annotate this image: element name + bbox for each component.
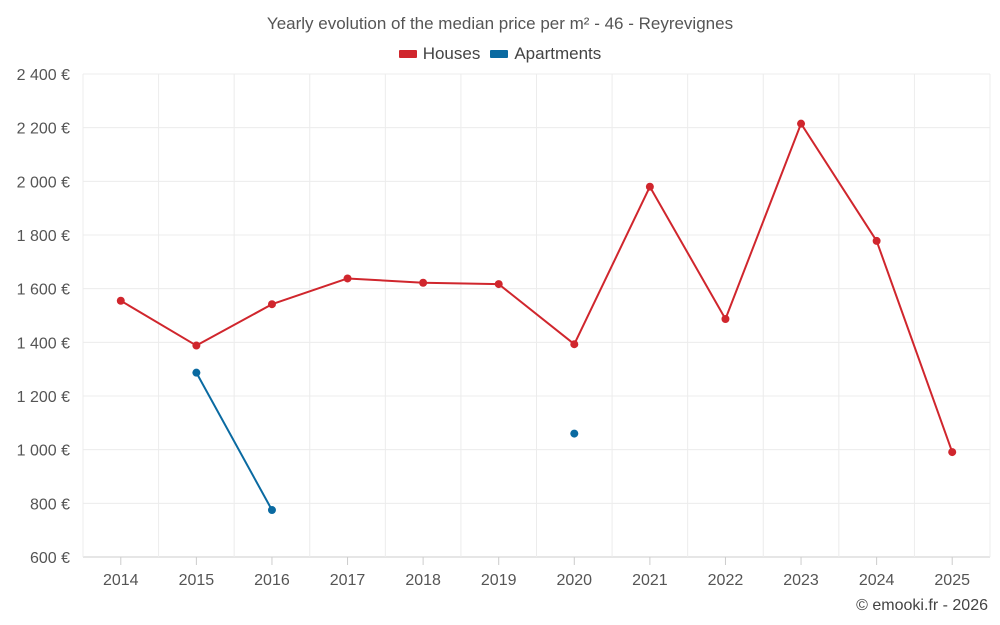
y-tick-label: 1 400 € bbox=[17, 335, 70, 352]
legend: Houses Apartments bbox=[0, 44, 1000, 64]
data-point-houses bbox=[192, 341, 201, 350]
data-point-houses bbox=[343, 274, 352, 283]
x-tick-label: 2017 bbox=[330, 572, 366, 589]
y-tick-label: 2 400 € bbox=[17, 67, 70, 84]
x-tick-label: 2022 bbox=[708, 572, 744, 589]
chart-title: Yearly evolution of the median price per… bbox=[266, 14, 734, 33]
data-point-houses bbox=[872, 236, 881, 245]
x-tick-label: 2014 bbox=[103, 572, 139, 589]
legend-label-apartments: Apartments bbox=[514, 44, 602, 63]
x-tick-label: 2025 bbox=[934, 572, 970, 589]
legend-label-houses: Houses bbox=[422, 44, 481, 63]
y-tick-label: 1 200 € bbox=[17, 389, 70, 406]
series-line-houses bbox=[120, 122, 954, 453]
x-tick-label: 2015 bbox=[179, 572, 215, 589]
legend-swatch-apartments bbox=[490, 50, 509, 58]
x-tick-label: 2018 bbox=[405, 572, 441, 589]
y-tick-label: 2 000 € bbox=[17, 174, 70, 191]
data-point-houses bbox=[494, 280, 503, 289]
y-tick-label: 1 800 € bbox=[17, 228, 70, 245]
x-tick-label: 2019 bbox=[481, 572, 517, 589]
data-point-houses bbox=[948, 448, 957, 457]
x-tick-label: 2024 bbox=[859, 572, 895, 589]
y-tick-label: 800 € bbox=[30, 496, 70, 513]
data-point-houses bbox=[116, 296, 125, 305]
data-point-houses bbox=[645, 182, 654, 191]
data-point-apartments bbox=[570, 429, 579, 438]
data-point-houses bbox=[267, 300, 276, 309]
y-tick-label: 1 600 € bbox=[17, 282, 70, 299]
data-point-houses bbox=[419, 278, 428, 287]
y-tick-label: 1 000 € bbox=[17, 443, 70, 460]
x-tick-label: 2023 bbox=[783, 572, 819, 589]
legend-item-apartments[interactable]: Apartments bbox=[490, 44, 601, 64]
data-point-apartments bbox=[267, 506, 276, 515]
data-point-houses bbox=[721, 314, 730, 323]
y-tick-label: 2 200 € bbox=[17, 121, 70, 138]
legend-swatch-houses bbox=[398, 50, 417, 58]
y-tick-label: 600 € bbox=[30, 550, 70, 567]
legend-item-houses[interactable]: Houses bbox=[398, 44, 481, 64]
data-point-houses bbox=[797, 119, 806, 128]
x-tick-label: 2021 bbox=[632, 572, 668, 589]
data-point-apartments bbox=[192, 368, 201, 377]
x-tick-label: 2016 bbox=[254, 572, 290, 589]
series-line-apartments bbox=[195, 372, 273, 511]
credit-text: © emooki.fr - 2026 bbox=[856, 597, 988, 614]
x-tick-label: 2020 bbox=[556, 572, 592, 589]
data-point-houses bbox=[570, 340, 579, 349]
